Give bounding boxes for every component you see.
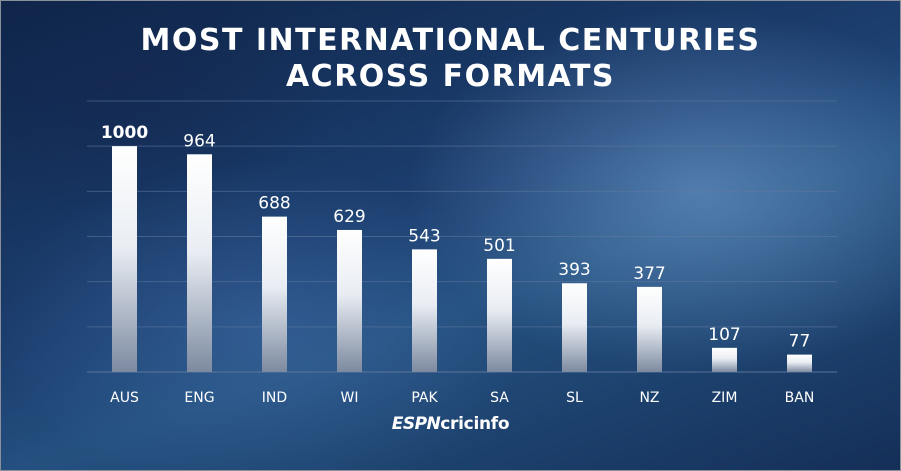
value-label-nz: 377: [633, 264, 665, 284]
bar-ind: [262, 216, 287, 372]
value-label-aus: 1000: [101, 123, 148, 143]
bar-aus: [112, 146, 137, 372]
value-label-eng: 964: [183, 131, 215, 151]
value-label-pak: 543: [408, 226, 440, 246]
bar-eng: [187, 154, 212, 372]
category-label-eng: ENG: [184, 390, 214, 406]
category-label-sa: SA: [490, 390, 509, 406]
logo-espn: ESPN: [391, 414, 441, 434]
logo-cricinfo: cricinfo: [440, 414, 510, 434]
category-label-zim: ZIM: [712, 390, 738, 406]
bar-nz: [637, 286, 662, 372]
bar-wi: [337, 229, 362, 372]
chart-title-line-1: MOST INTERNATIONAL CENTURIES: [140, 23, 761, 58]
category-label-pak: PAK: [411, 390, 438, 406]
category-label-aus: AUS: [110, 390, 139, 406]
value-label-sa: 501: [483, 236, 515, 256]
value-label-wi: 629: [333, 207, 365, 227]
bar-pak: [412, 249, 437, 372]
espncricinfo-logo: ESPNcricinfo: [1, 414, 900, 434]
category-labels: AUS ENG IND WI PAK SA SL NZ ZIM BAN: [110, 390, 814, 406]
value-labels: 1000 964 688 629 543 501 393 377 107 77: [101, 123, 810, 351]
bar-zim: [712, 347, 737, 372]
value-label-sl: 393: [558, 260, 590, 280]
category-label-sl: SL: [566, 390, 583, 406]
value-label-ind: 688: [258, 194, 290, 214]
bar-ban: [787, 354, 812, 372]
bar-sl: [562, 283, 587, 372]
category-label-ban: BAN: [785, 390, 815, 406]
category-label-wi: WI: [341, 390, 359, 406]
value-label-zim: 107: [708, 325, 740, 345]
category-label-ind: IND: [262, 390, 287, 406]
chart-title-line-2: ACROSS FORMATS: [285, 59, 616, 94]
bar-sa: [487, 258, 512, 372]
bars: [112, 146, 812, 372]
value-label-ban: 77: [789, 332, 811, 352]
category-label-nz: NZ: [639, 390, 659, 406]
